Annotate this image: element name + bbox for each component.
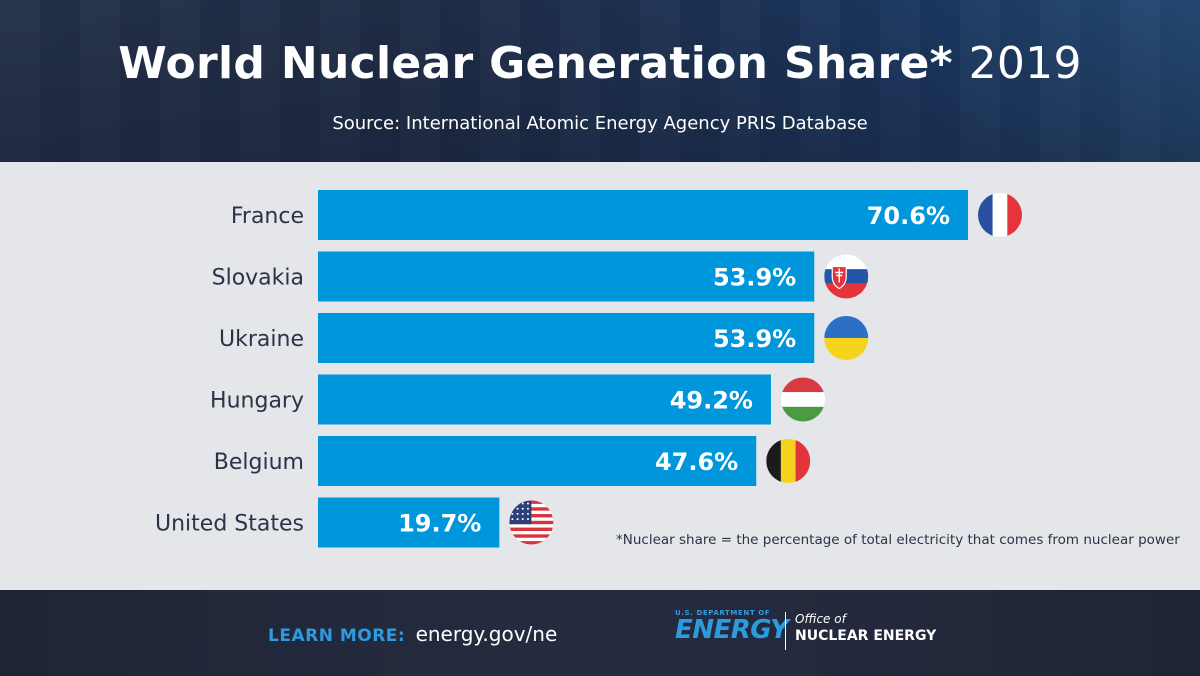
flag-stripe [824, 316, 869, 338]
bar-row: Belgium 47.6% [214, 436, 811, 486]
office-line2: NUCLEAR ENERGY [795, 628, 937, 644]
flag-stripe [978, 193, 993, 237]
flag-stripe [766, 439, 781, 483]
category-label: Slovakia [212, 266, 304, 291]
flag-star [526, 502, 529, 505]
doe-logo: U.S. DEPARTMENT OF ENERGY [675, 609, 789, 645]
flag-star [511, 518, 514, 521]
flag-star [521, 512, 524, 515]
france-flag [978, 193, 1022, 237]
bar [318, 497, 500, 548]
flag-star [526, 512, 529, 515]
bar-row: Ukraine 53.9% [219, 313, 869, 363]
bar-row: Slovakia 53.9% [212, 251, 869, 302]
flag-star [521, 518, 524, 521]
bar [318, 436, 757, 486]
title-year: 2019 [968, 38, 1082, 89]
data-label: 70.6% [867, 202, 950, 230]
office-logo: Office of NUCLEAR ENERGY [795, 612, 936, 644]
learn-more-link[interactable]: energy.gov/ne [415, 622, 558, 646]
bar-row: France 70.6% [231, 190, 1022, 240]
bar [318, 313, 815, 363]
doe-logo-big-text: ENERGY [675, 615, 789, 645]
ukraine-flag [824, 316, 869, 360]
flag-star [516, 502, 519, 505]
logo-divider [785, 612, 786, 650]
flag-star [516, 507, 519, 510]
flag-stripe [509, 530, 554, 535]
category-label: France [231, 204, 304, 229]
data-label: 53.9% [713, 264, 796, 292]
flag-emblem-cross [835, 268, 844, 283]
office-line1: Office of [795, 612, 846, 626]
flag-star [511, 512, 514, 515]
bar [318, 251, 815, 302]
flag-star [521, 502, 524, 505]
data-label: 53.9% [713, 325, 796, 353]
flag-stripe [780, 392, 825, 407]
flag-stripe [509, 541, 554, 545]
belgium-flag [766, 439, 811, 483]
flag-star [526, 507, 529, 510]
flag-stripe [780, 406, 825, 422]
flag-star [521, 507, 524, 510]
footnote: *Nuclear share = the percentage of total… [616, 532, 1180, 548]
bar-row: Hungary 49.2% [210, 374, 825, 425]
flag-stripe [824, 254, 869, 270]
flag-stripe [509, 527, 554, 532]
chart-title: World Nuclear Generation Share* 2019 [0, 38, 1200, 89]
flag-stripe [780, 377, 825, 393]
flag-stripe [509, 534, 554, 539]
doe-logo-small-text: U.S. DEPARTMENT OF [675, 609, 771, 617]
learn-more-label: LEARN MORE: [268, 626, 406, 646]
flag-stripe [824, 283, 869, 299]
bar [318, 374, 771, 425]
flag-stripe [824, 338, 869, 360]
flag-star [516, 512, 519, 515]
flag-stripe [780, 439, 796, 483]
flag-star [511, 507, 514, 510]
category-label: United States [155, 512, 304, 537]
flag-star [516, 518, 519, 521]
flag-star [511, 502, 514, 505]
slovakia-flag [824, 254, 869, 299]
header-banner: World Nuclear Generation Share* 2019 Sou… [0, 0, 1200, 162]
data-label: 47.6% [655, 448, 738, 476]
hungary-flag [780, 377, 825, 422]
bar-row: United States 19.7% [155, 497, 554, 548]
flag-stripe [509, 524, 554, 528]
category-label: Belgium [214, 450, 304, 475]
data-label: 19.7% [398, 510, 481, 538]
flag-stripe [509, 537, 554, 542]
category-label: Hungary [210, 389, 304, 414]
flag-star [526, 518, 529, 521]
flag-stripe [992, 193, 1008, 237]
data-label: 49.2% [670, 387, 753, 415]
chart-subtitle: Source: International Atomic Energy Agen… [332, 113, 868, 134]
bar-chart-svg: France 70.6% Slovakia 53.9% Ukraine 53.9% Hung… [155, 190, 1022, 548]
title-text: World Nuclear Generation Share* [118, 38, 953, 89]
footer: LEARN MORE: energy.gov/ne U.S. DEPARTMEN… [0, 590, 1200, 676]
usa-flag [509, 500, 554, 545]
learn-more[interactable]: LEARN MORE: energy.gov/ne [268, 622, 557, 646]
flag-stripe [1007, 193, 1022, 237]
flag-stripe [795, 439, 811, 483]
category-label: Ukraine [219, 327, 304, 352]
bar-chart: France 70.6% Slovakia 53.9% Ukraine 53.9% Hung… [0, 162, 1200, 590]
bar [318, 190, 968, 240]
